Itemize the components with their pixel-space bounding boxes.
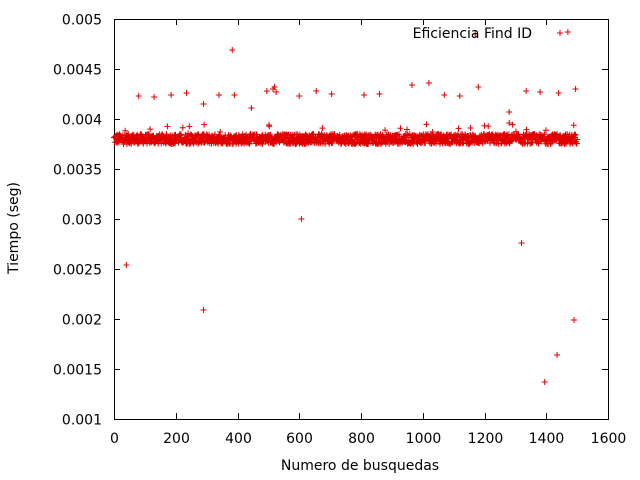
- x-tick-label: 1000: [406, 431, 442, 447]
- data-point: [455, 125, 462, 132]
- y-tick-label: 0.003: [62, 213, 102, 229]
- data-point: [179, 124, 186, 131]
- data-point: [248, 105, 255, 111]
- data-point: [523, 88, 530, 94]
- data-point: [574, 136, 581, 143]
- data-point: [397, 125, 404, 132]
- y-axis-label: Tiempo (seg): [6, 182, 22, 275]
- data-point: [472, 31, 479, 37]
- data-point: [376, 91, 383, 97]
- data-point: [296, 93, 303, 99]
- data-point: [217, 128, 224, 135]
- data-point: [229, 47, 236, 53]
- x-tick-label: 1400: [529, 431, 565, 447]
- y-tick-label: 0.001: [62, 413, 102, 429]
- data-point: [200, 101, 207, 107]
- data-point: [123, 262, 130, 268]
- data-point: [211, 131, 218, 138]
- data-point: [485, 123, 492, 130]
- data-point: [537, 89, 544, 95]
- data-point: [429, 129, 436, 136]
- legend-label: Eficiencia Find ID: [413, 26, 532, 42]
- x-tick-label: 0: [110, 431, 119, 447]
- data-point: [408, 82, 415, 88]
- y-tick-label: 0.0015: [53, 363, 102, 379]
- data-point: [168, 92, 175, 98]
- data-point: [329, 139, 336, 146]
- data-point: [125, 131, 132, 138]
- data-point: [147, 126, 154, 133]
- data-point: [328, 91, 335, 97]
- data-point: [425, 80, 432, 86]
- data-point: [266, 123, 273, 130]
- x-tick-label: 200: [163, 431, 190, 447]
- data-points: [111, 29, 581, 385]
- data-point: [526, 135, 533, 142]
- data-point: [201, 121, 208, 128]
- y-tick-label: 0.0035: [53, 163, 102, 179]
- data-point: [128, 140, 135, 147]
- data-point: [564, 29, 571, 35]
- data-point: [259, 140, 266, 147]
- y-tick-label: 0.005: [62, 13, 102, 29]
- axis-ticks: 0 200 400 600 800 1000 1200 1400 1600 0.001 0.0015…: [53, 13, 626, 448]
- y-tick-label: 0.0045: [53, 63, 102, 79]
- data-point: [423, 121, 430, 128]
- data-point: [215, 92, 222, 98]
- data-point: [271, 84, 278, 90]
- data-point: [361, 92, 368, 98]
- data-point: [456, 93, 463, 99]
- data-point: [518, 240, 525, 246]
- x-tick-label: 1600: [591, 431, 627, 447]
- data-point: [246, 140, 253, 147]
- data-point: [298, 216, 305, 222]
- data-point: [541, 379, 548, 385]
- x-tick-label: 1200: [468, 431, 504, 447]
- data-point: [382, 127, 389, 134]
- x-axis-label: Numero de busquedas: [281, 458, 439, 474]
- x-tick-label: 400: [225, 431, 252, 447]
- legend-marker-icon: [557, 30, 563, 36]
- data-point: [467, 125, 474, 132]
- data-point: [319, 125, 326, 132]
- data-point: [572, 131, 579, 138]
- x-tick-label: 800: [348, 431, 375, 447]
- data-point: [475, 84, 482, 90]
- data-point: [571, 317, 578, 323]
- plot-frame: [114, 19, 609, 420]
- y-tick-label: 0.0025: [53, 263, 102, 279]
- data-point: [164, 123, 171, 130]
- data-point: [231, 92, 238, 98]
- data-point: [273, 89, 280, 95]
- data-point: [557, 132, 564, 139]
- data-point: [313, 88, 320, 94]
- data-point: [135, 93, 142, 99]
- data-point: [404, 126, 411, 133]
- data-point: [122, 127, 129, 134]
- data-point: [183, 90, 190, 96]
- data-point: [541, 131, 548, 138]
- data-point: [572, 86, 579, 92]
- data-point: [542, 127, 549, 134]
- data-point: [186, 123, 193, 130]
- data-point: [185, 130, 192, 137]
- data-point: [441, 92, 448, 98]
- data-point: [422, 137, 429, 144]
- data-point: [555, 90, 562, 96]
- data-point: [263, 88, 270, 94]
- data-point: [151, 94, 158, 100]
- data-point: [554, 352, 561, 358]
- data-point: [570, 122, 577, 129]
- data-point: [509, 121, 516, 128]
- data-point: [506, 109, 513, 115]
- y-tick-label: 0.002: [62, 313, 102, 329]
- data-point: [506, 120, 513, 126]
- y-tick-label: 0.004: [62, 113, 102, 129]
- data-point: [200, 307, 207, 313]
- legend-marker-plus: [557, 30, 563, 36]
- legend: Eficiencia Find ID: [413, 26, 563, 42]
- x-tick-label: 600: [286, 431, 313, 447]
